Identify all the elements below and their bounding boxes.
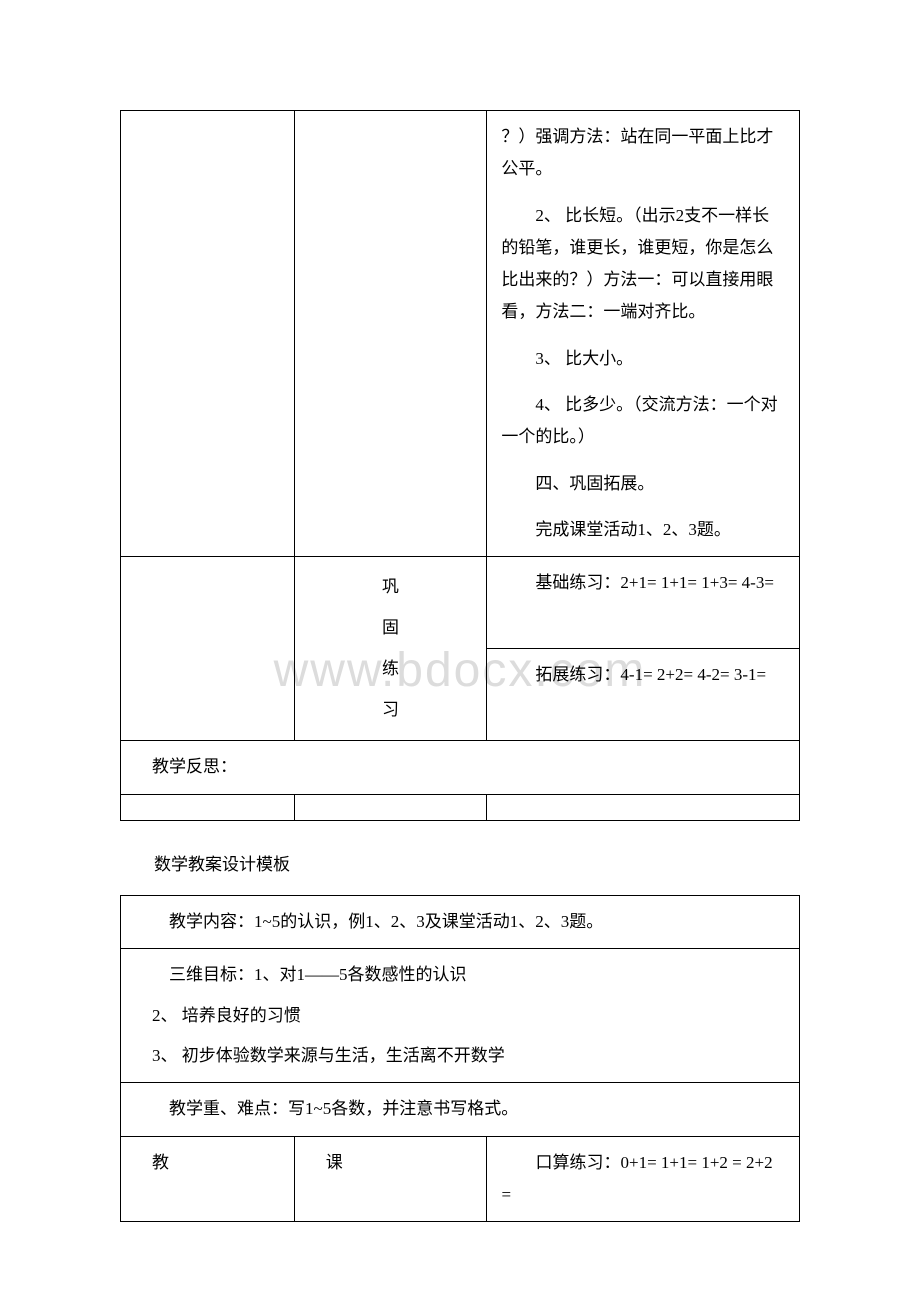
goal-line: 2、 培养良好的习惯 (135, 1000, 785, 1032)
cell-b: 课 (294, 1136, 487, 1222)
paragraph: 完成课堂活动1、2、3题。 (501, 514, 785, 546)
empty-cell (121, 557, 295, 741)
empty-cell (121, 794, 295, 820)
basic-practice-text: 基础练习：2+1= 1+1= 1+3= 4-3= (501, 567, 785, 599)
basic-practice-cell: 基础练习：2+1= 1+1= 1+3= 4-3= (487, 557, 800, 649)
content-row: 教学内容：1~5的认识，例1、2、3及课堂活动1、2、3题。 (121, 896, 800, 949)
practice-label-cell: 巩固练习 (294, 557, 487, 741)
goal-line: 3、 初步体验数学来源与生活，生活离不开数学 (135, 1040, 785, 1072)
paragraph: 2、 比长短。（出示2支不一样长的铅笔，谁更长，谁更短，你是怎么比出来的？）方法… (501, 200, 785, 329)
paragraph: ？）强调方法：站在同一平面上比才公平。 (501, 121, 785, 186)
empty-cell (294, 794, 487, 820)
lesson-table-2: 教学内容：1~5的认识，例1、2、3及课堂活动1、2、3题。 三维目标：1、对1… (120, 895, 800, 1222)
keypoints-text: 教学重、难点：写1~5各数，并注意书写格式。 (135, 1093, 518, 1125)
paragraph: 四、巩固拓展。 (501, 468, 785, 500)
reflection-cell: 教学反思： (121, 741, 800, 794)
goal-line: 三维目标：1、对1——5各数感性的认识 (135, 959, 785, 991)
vertical-label: 巩固练习 (309, 567, 473, 730)
keypoints-row: 教学重、难点：写1~5各数，并注意书写格式。 (121, 1083, 800, 1136)
paragraph: 3、 比大小。 (501, 343, 785, 375)
paragraph: 4、 比多少。（交流方法：一个对一个的比。） (501, 389, 785, 454)
extension-practice-cell: 拓展练习：4-1= 2+2= 4-2= 3-1= (487, 649, 800, 741)
cell-b-text: 课 (309, 1147, 343, 1179)
content-text: 教学内容：1~5的认识，例1、2、3及课堂活动1、2、3题。 (135, 906, 603, 938)
goals-row: 三维目标：1、对1——5各数感性的认识 2、 培养良好的习惯 3、 初步体验数学… (121, 949, 800, 1083)
empty-cell (294, 111, 487, 557)
empty-cell (487, 794, 800, 820)
cell-c: 口算练习：0+1= 1+1= 1+2 = 2+2 = (487, 1136, 800, 1222)
section-title: 数学教案设计模板 (120, 849, 800, 881)
cell-a-text: 教 (135, 1147, 169, 1179)
main-content-cell: ？）强调方法：站在同一平面上比才公平。 2、 比长短。（出示2支不一样长的铅笔，… (487, 111, 800, 557)
extension-practice-text: 拓展练习：4-1= 2+2= 4-2= 3-1= (501, 659, 785, 691)
cell-a: 教 (121, 1136, 295, 1222)
cell-c-text: 口算练习：0+1= 1+1= 1+2 = 2+2 = (501, 1147, 785, 1212)
empty-cell (121, 111, 295, 557)
reflection-label: 教学反思： (135, 751, 237, 783)
lesson-table-1: ？）强调方法：站在同一平面上比才公平。 2、 比长短。（出示2支不一样长的铅笔，… (120, 110, 800, 821)
